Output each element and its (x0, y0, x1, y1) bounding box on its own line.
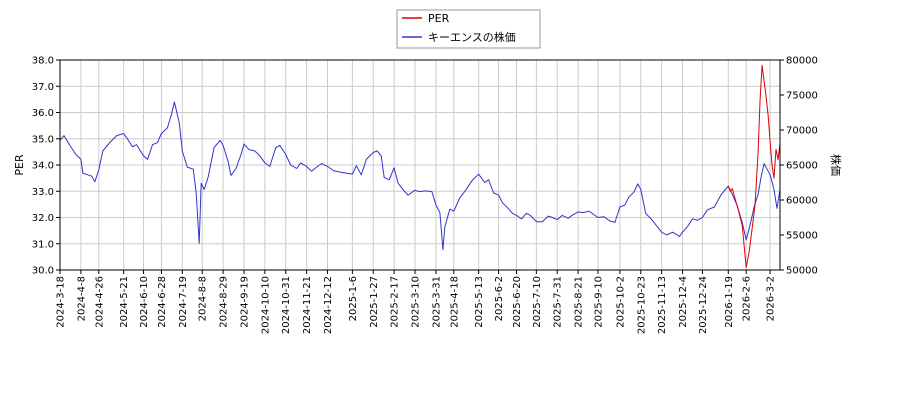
x-tick-label: 2024-11-21 (302, 276, 313, 334)
x-tick-label: 2025-11-13 (657, 276, 668, 334)
x-tick-label: 2024-4-8 (76, 276, 87, 321)
x-tick-label: 2024-7-19 (178, 276, 189, 328)
x-tick-label: 2024-10-31 (281, 276, 292, 334)
left-tick-label: 35.0 (32, 134, 54, 145)
x-tick-label: 2025-7-31 (553, 276, 564, 328)
series-layer (59, 64, 781, 268)
x-tick-label: 2024-8-8 (198, 276, 209, 321)
x-axis: 2024-3-18 2024-4-8 2024-4-26 2024-5-21 2024-… (56, 270, 777, 334)
x-tick-label: 2025-12-4 (678, 276, 689, 328)
right-tick-label: 70000 (786, 126, 818, 137)
left-tick-label: 38.0 (32, 56, 54, 67)
x-tick-label: 2025-3-10 (411, 276, 422, 328)
x-tick-label: 2025-1-27 (369, 276, 380, 328)
x-tick-label: 2025-12-24 (698, 276, 709, 334)
x-tick-label: 2025-7-10 (532, 276, 543, 328)
x-tick-label: 2024-6-10 (139, 276, 150, 328)
x-tick-label: 2025-6-20 (512, 276, 523, 328)
x-tick-label: 2025-2-17 (390, 276, 401, 328)
right-tick-label: 80000 (786, 56, 818, 67)
right-tick-label: 60000 (786, 196, 818, 207)
x-tick-label: 2025-9-10 (594, 276, 605, 328)
x-tick-label: 2024-10-10 (260, 276, 271, 334)
left-tick-label: 32.0 (32, 213, 54, 224)
right-tick-label: 65000 (786, 161, 818, 172)
left-tick-label: 36.0 (32, 108, 54, 119)
legend-box (396, 9, 541, 49)
right-axis: 50000 55000 60000 65000 70000 75000 80000 (780, 56, 818, 277)
x-tick-label: 2025-4-18 (449, 276, 460, 328)
left-tick-label: 30.0 (32, 266, 54, 277)
x-tick-label: 2025-6-2 (494, 276, 505, 321)
x-tick-label: 2024-8-29 (219, 276, 230, 328)
right-tick-label: 50000 (786, 266, 818, 277)
x-tick-label: 2026-1-19 (724, 276, 735, 328)
legend-label-per: PER (428, 12, 450, 25)
x-tick-label: 2025-3-31 (431, 276, 442, 328)
x-tick-label: 2024-3-18 (56, 276, 67, 328)
x-tick-label: 2025-8-21 (574, 276, 585, 328)
left-axis-title: PER (13, 154, 26, 176)
x-tick-label: 2024-9-19 (239, 276, 250, 328)
left-tick-label: 34.0 (32, 161, 54, 172)
left-tick-label: 37.0 (32, 82, 54, 93)
legend: PER キーエンスの株価 (396, 9, 541, 49)
x-tick-label: 2026-3-2 (766, 276, 777, 321)
right-tick-label: 75000 (786, 91, 818, 102)
x-tick-label: 2025-5-13 (474, 276, 485, 328)
x-tick-label: 2024-12-12 (323, 276, 334, 334)
x-tick-label: 2024-6-28 (157, 276, 168, 328)
left-axis: 30.0 31.0 32.0 33.0 34.0 35.0 36.0 37.0 38.0 (32, 56, 60, 277)
series-line-price (59, 101, 781, 251)
x-tick-label: 2024-4-26 (94, 276, 105, 328)
left-tick-label: 31.0 (32, 239, 54, 250)
x-tick-label: 2024-5-21 (119, 276, 130, 328)
series-line-per (727, 64, 781, 268)
right-axis-title: 株価 (829, 154, 843, 176)
legend-label-price: キーエンスの株価 (428, 30, 516, 44)
right-tick-label: 55000 (786, 231, 818, 242)
x-tick-label: 2025-10-23 (636, 276, 647, 334)
x-tick-label: 2025-10-2 (615, 276, 626, 328)
x-tick-label: 2025-1-6 (348, 276, 359, 321)
x-tick-label: 2026-2-6 (742, 276, 753, 321)
left-tick-label: 33.0 (32, 187, 54, 198)
